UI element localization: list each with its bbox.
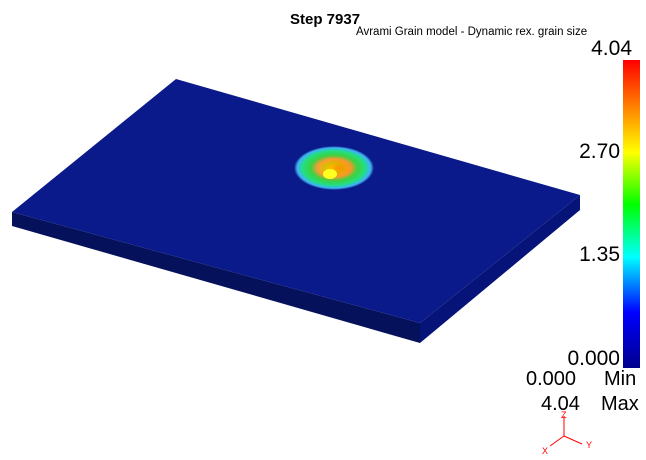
max-value: 4.04: [541, 393, 580, 415]
color-legend-bar: [623, 60, 640, 368]
axis-z-label: Z: [561, 410, 567, 420]
min-label: Min: [604, 368, 637, 390]
legend-label-zero: 0.000: [567, 347, 620, 370]
min-value: 0.000: [526, 368, 577, 390]
plate-side-right: [420, 195, 580, 343]
result-title: Avrami Grain model - Dynamic rex. grain …: [356, 26, 588, 38]
axis-triad-icon: Z Y X: [542, 410, 592, 456]
legend-label-upper: 2.70: [579, 140, 620, 163]
axis-x-label: X: [542, 446, 548, 456]
grain-size-hotspot-center: [323, 169, 337, 179]
plate-top: [12, 79, 580, 323]
legend-label-max: 4.04: [591, 37, 632, 60]
axis-y-label: Y: [586, 440, 592, 450]
plate-side-front: [12, 212, 420, 343]
max-label: Max: [601, 393, 639, 415]
step-title: Step 7937: [290, 11, 361, 28]
legend-label-lower: 1.35: [579, 243, 620, 266]
